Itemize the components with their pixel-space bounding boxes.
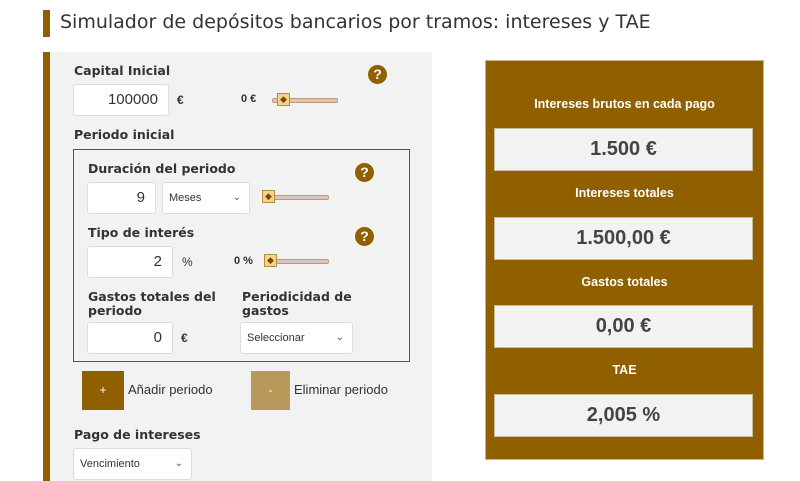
expenses-label: Gastos totales del periodo: [88, 289, 216, 318]
remove-period-label[interactable]: Eliminar periodo: [294, 382, 388, 397]
duration-input[interactable]: 9: [87, 182, 156, 214]
capital-slider[interactable]: [272, 98, 338, 103]
help-icon[interactable]: ?: [368, 65, 387, 84]
duration-label: Duración del periodo: [88, 161, 236, 176]
interest-slider-value: 0 %: [234, 255, 253, 267]
result-value: 0,00 €: [494, 305, 753, 348]
chevron-down-icon: ⌄: [335, 332, 344, 343]
help-icon[interactable]: ?: [355, 227, 374, 246]
payment-value: Vencimiento: [80, 458, 140, 470]
expense-periodicity-select[interactable]: Seleccionar ⌄: [240, 322, 353, 354]
title-accent: [43, 10, 50, 37]
payment-select[interactable]: Vencimiento ⌄: [73, 448, 192, 480]
capital-input[interactable]: 100000: [73, 84, 169, 116]
result-value: 2,005 %: [494, 394, 753, 437]
add-period-label[interactable]: Añadir periodo: [128, 382, 213, 397]
period-box: [73, 149, 410, 362]
interest-input[interactable]: 2: [87, 246, 173, 278]
interest-unit: %: [182, 255, 193, 269]
remove-period-button[interactable]: -: [251, 371, 290, 410]
add-period-button[interactable]: +: [82, 371, 124, 410]
result-label: Intereses brutos en cada pago: [534, 97, 715, 111]
slider-thumb[interactable]: ◆: [264, 254, 277, 267]
duration-unit-value: Meses: [169, 192, 202, 204]
expense-periodicity-label: Periodicidad de gastos: [242, 289, 352, 318]
capital-slider-value: 0 €: [241, 93, 257, 105]
result-label: Gastos totales: [581, 275, 668, 289]
result-label: Intereses totales: [575, 186, 674, 200]
payment-label: Pago de intereses: [74, 427, 201, 442]
chevron-down-icon: ⌄: [174, 458, 183, 469]
results-panel: [485, 60, 764, 460]
expense-periodicity-value: Seleccionar: [247, 332, 305, 344]
expenses-input[interactable]: 0: [87, 322, 173, 354]
page-title: Simulador de depósitos bancarios por tra…: [60, 11, 651, 33]
result-label: TAE: [612, 363, 637, 377]
interest-label: Tipo de interés: [88, 225, 195, 240]
slider-thumb[interactable]: ◆: [277, 93, 290, 106]
chevron-down-icon: ⌄: [232, 192, 241, 203]
capital-unit: €: [177, 93, 184, 107]
duration-unit-select[interactable]: Meses ⌄: [162, 182, 250, 214]
slider-thumb[interactable]: ◆: [262, 190, 275, 203]
help-icon[interactable]: ?: [355, 163, 374, 182]
result-value: 1.500,00 €: [494, 217, 753, 260]
period-heading: Periodo inicial: [74, 127, 175, 142]
capital-label: Capital Inicial: [74, 63, 171, 78]
result-value: 1.500 €: [494, 128, 753, 171]
expenses-unit: €: [181, 331, 188, 345]
